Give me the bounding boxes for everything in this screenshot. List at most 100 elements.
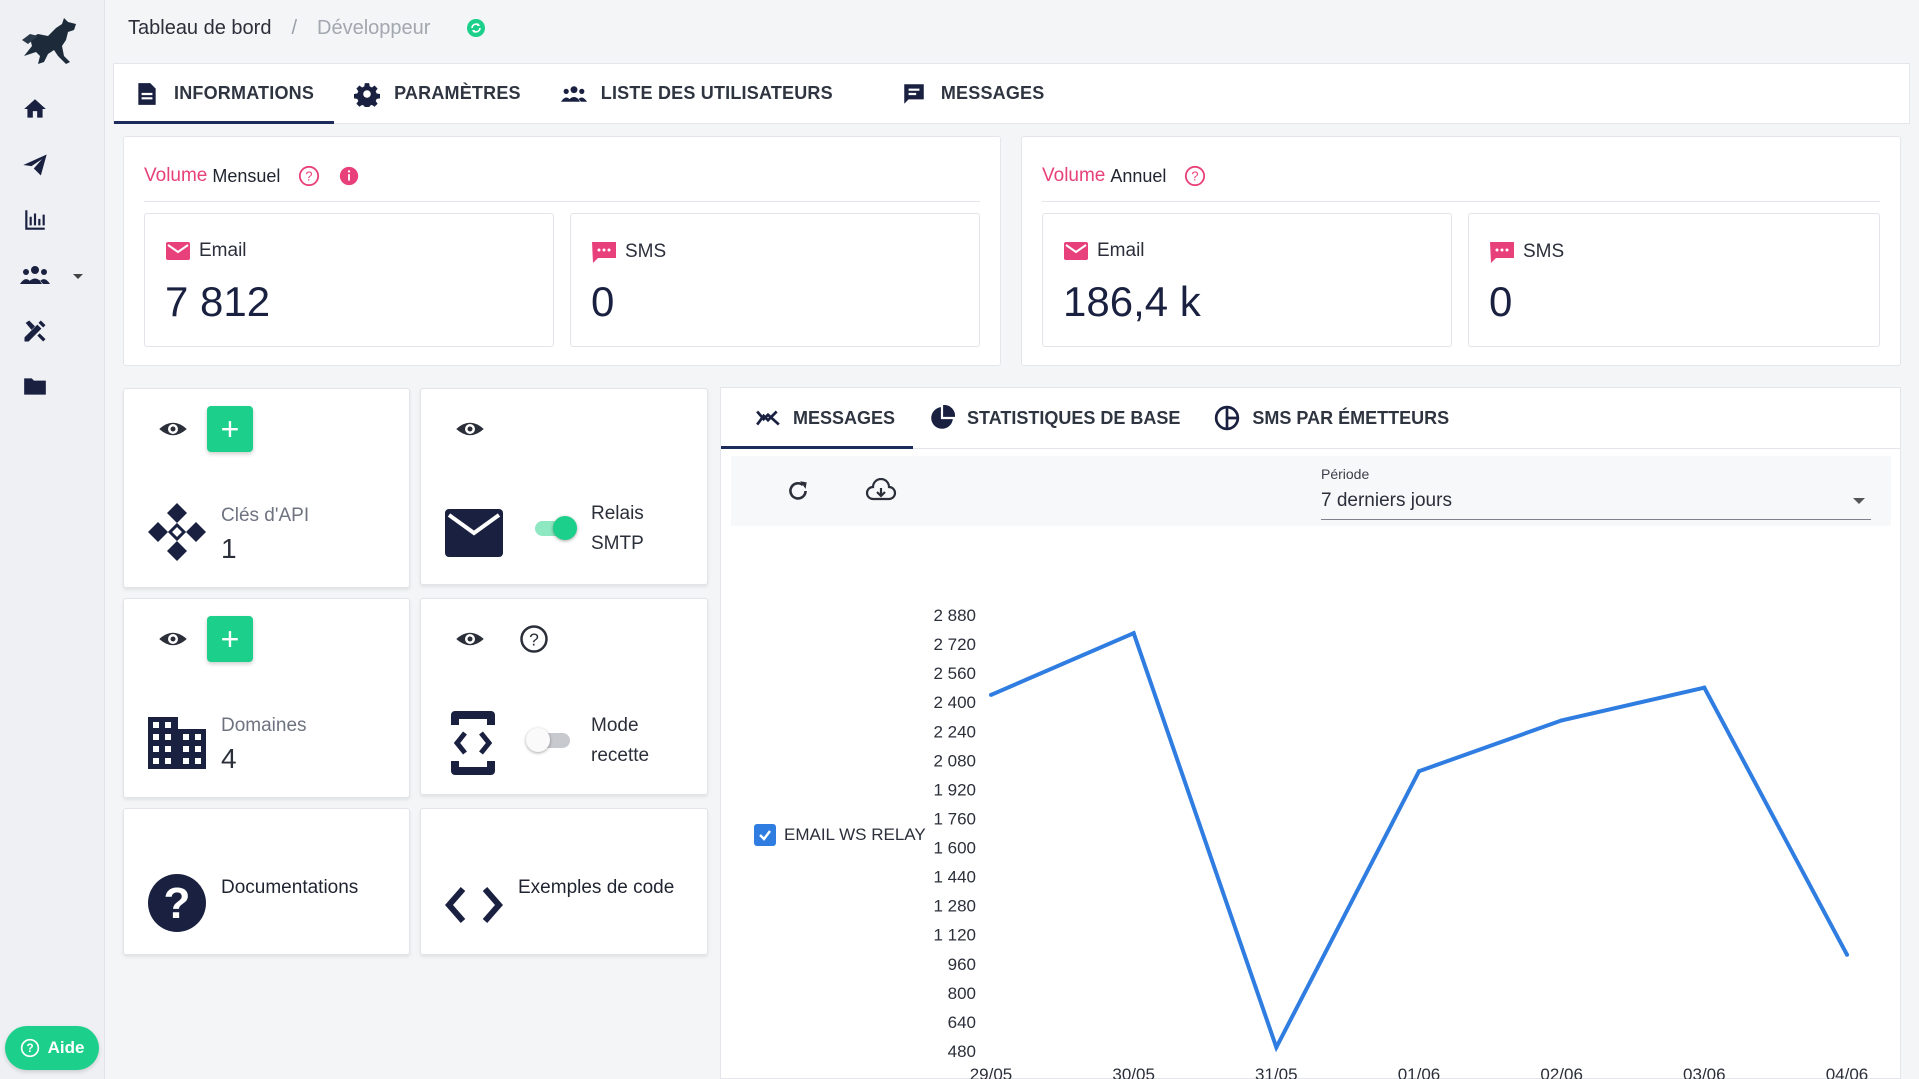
api-key-icon bbox=[148, 503, 206, 561]
monthly-sms-card: SMS 0 bbox=[570, 213, 980, 347]
y-tick-label: 2 400 bbox=[933, 693, 976, 712]
trend-icon bbox=[756, 410, 780, 426]
envelope-icon bbox=[445, 509, 503, 557]
breadcrumb-separator: / bbox=[291, 16, 298, 39]
tab-chart-messages[interactable]: MESSAGES bbox=[721, 388, 914, 449]
period-value: 7 derniers jours bbox=[1321, 490, 1452, 511]
annual-title-rest: Annuel bbox=[1110, 165, 1167, 186]
checkbox-checked-icon[interactable] bbox=[754, 824, 776, 846]
monthly-sms-label: SMS bbox=[625, 241, 667, 262]
add-api-key-button[interactable]: + bbox=[207, 406, 253, 452]
svg-text:?: ? bbox=[306, 169, 313, 184]
send-icon[interactable] bbox=[18, 148, 52, 182]
tab-informations-label: INFORMATIONS bbox=[174, 83, 315, 103]
breadcrumb-dashboard[interactable]: Tableau de bord bbox=[128, 16, 272, 39]
data-point[interactable] bbox=[1274, 1045, 1279, 1050]
annual-title-accent: Volume bbox=[1042, 165, 1106, 186]
monthly-volume-panel: Volume Mensuel ? Email 7 812 SMS 0 bbox=[123, 136, 1001, 366]
y-tick-label: 2 240 bbox=[933, 722, 976, 741]
eye-icon[interactable] bbox=[158, 624, 188, 654]
breadcrumb: Tableau de bord / Développeur bbox=[128, 14, 486, 42]
api-keys-tile[interactable]: + Clés d'API 1 bbox=[123, 388, 410, 588]
help-circle-icon[interactable]: ? bbox=[1184, 165, 1206, 187]
period-select[interactable]: 7 derniers jours bbox=[1321, 486, 1871, 520]
tab-informations[interactable]: INFORMATIONS bbox=[114, 64, 335, 124]
plus-icon: + bbox=[220, 620, 240, 657]
document-icon bbox=[138, 82, 156, 105]
y-tick-label: 1 920 bbox=[933, 780, 976, 799]
x-tick-label: 02/06 bbox=[1540, 1065, 1583, 1079]
breadcrumb-developer: Développeur bbox=[317, 16, 431, 39]
y-tick-label: 1 600 bbox=[933, 839, 976, 858]
data-point[interactable] bbox=[989, 692, 993, 697]
tab-chart-messages-label: MESSAGES bbox=[793, 407, 896, 428]
period-label: Période bbox=[1321, 466, 1370, 482]
domains-tile[interactable]: + Domaines 4 bbox=[123, 598, 410, 798]
help-circle-icon[interactable]: ? bbox=[519, 624, 549, 654]
y-tick-label: 800 bbox=[948, 984, 976, 1003]
sector-icon bbox=[1215, 405, 1240, 431]
svg-text:?: ? bbox=[26, 1042, 33, 1055]
smtp-relay-toggle[interactable] bbox=[531, 513, 579, 543]
test-mode-tile[interactable]: ? Mode recette bbox=[420, 598, 708, 795]
tab-parametres[interactable]: PARAMÈTRES bbox=[334, 64, 541, 123]
chart-legend-item[interactable]: EMAIL WS RELAY bbox=[754, 824, 926, 846]
users-icon[interactable] bbox=[18, 258, 52, 292]
y-tick-label: 1 760 bbox=[933, 809, 976, 828]
code-examples-tile[interactable]: Exemples de code bbox=[420, 808, 708, 955]
tab-messages[interactable]: MESSAGES bbox=[853, 64, 1065, 123]
tab-users-list[interactable]: LISTE DES UTILISATEURS bbox=[541, 64, 853, 123]
email-icon bbox=[1064, 242, 1088, 260]
refresh-icon bbox=[789, 481, 807, 500]
info-icon[interactable] bbox=[338, 165, 360, 187]
x-tick-label: 30/05 bbox=[1112, 1065, 1155, 1079]
tab-sms-senders[interactable]: SMS PAR ÉMETTEURS bbox=[1198, 388, 1467, 448]
svg-text:?: ? bbox=[164, 879, 191, 928]
x-tick-label: 01/06 bbox=[1398, 1065, 1441, 1079]
y-tick-label: 2 880 bbox=[933, 606, 976, 625]
test-mode-label-1: Mode bbox=[591, 715, 639, 736]
code-icon bbox=[445, 887, 503, 923]
dropdown-arrow-icon bbox=[1853, 498, 1865, 504]
series-line-email-ws-relay[interactable] bbox=[990, 630, 1849, 1053]
bar-chart-icon[interactable] bbox=[18, 203, 52, 237]
tools-icon[interactable] bbox=[18, 314, 52, 348]
line-chart: 2 880 2 720 2 560 2 400 2 240 2 080 1 920 1 760… bbox=[933, 606, 1868, 1079]
data-point[interactable] bbox=[1417, 769, 1421, 774]
download-button[interactable] bbox=[864, 474, 898, 508]
data-point[interactable] bbox=[1702, 685, 1707, 690]
add-domain-button[interactable]: + bbox=[207, 616, 253, 662]
tab-basic-stats[interactable]: STATISTIQUES DE BASE bbox=[913, 388, 1198, 448]
annual-sms-value: 0 bbox=[1489, 278, 1513, 325]
test-mode-toggle[interactable] bbox=[526, 725, 574, 755]
legend-series-label: EMAIL WS RELAY bbox=[784, 825, 926, 844]
message-icon bbox=[904, 83, 924, 104]
annual-volume-title: Volume Annuel ? bbox=[1042, 165, 1206, 187]
help-circle-icon[interactable]: ? bbox=[298, 165, 320, 187]
chevron-down-icon[interactable] bbox=[70, 268, 86, 284]
home-icon[interactable] bbox=[18, 92, 52, 126]
eye-icon[interactable] bbox=[455, 624, 485, 654]
annual-email-card: Email 186,4 k bbox=[1042, 213, 1452, 347]
folder-icon[interactable] bbox=[18, 369, 52, 403]
annual-email-label: Email bbox=[1097, 240, 1145, 261]
data-point[interactable] bbox=[1131, 631, 1136, 636]
smtp-relay-tile[interactable]: Relais SMTP bbox=[420, 388, 708, 585]
tab-parametres-label: PARAMÈTRES bbox=[394, 83, 521, 103]
eye-icon[interactable] bbox=[158, 414, 188, 444]
eye-icon[interactable] bbox=[455, 414, 485, 444]
pie-icon bbox=[931, 405, 956, 429]
divider bbox=[1042, 201, 1880, 202]
data-point[interactable] bbox=[1845, 952, 1849, 957]
test-mode-label-2: recette bbox=[591, 745, 650, 766]
chart-tabs: MESSAGES STATISTIQUES DE BASE SMS PAR ÉM… bbox=[721, 388, 1900, 449]
data-point[interactable] bbox=[1559, 718, 1564, 723]
documentation-tile[interactable]: ? Documentations bbox=[123, 808, 410, 955]
top-tabs: INFORMATIONS PARAMÈTRES LISTE DES UTILIS… bbox=[113, 63, 1910, 124]
y-tick-label: 640 bbox=[948, 1013, 976, 1032]
horse-logo-icon[interactable] bbox=[18, 16, 80, 68]
refresh-button[interactable] bbox=[781, 474, 815, 508]
tab-basic-stats-label: STATISTIQUES DE BASE bbox=[967, 407, 1181, 428]
sync-status-icon[interactable] bbox=[466, 18, 486, 38]
help-button[interactable]: ? Aide bbox=[5, 1026, 99, 1070]
